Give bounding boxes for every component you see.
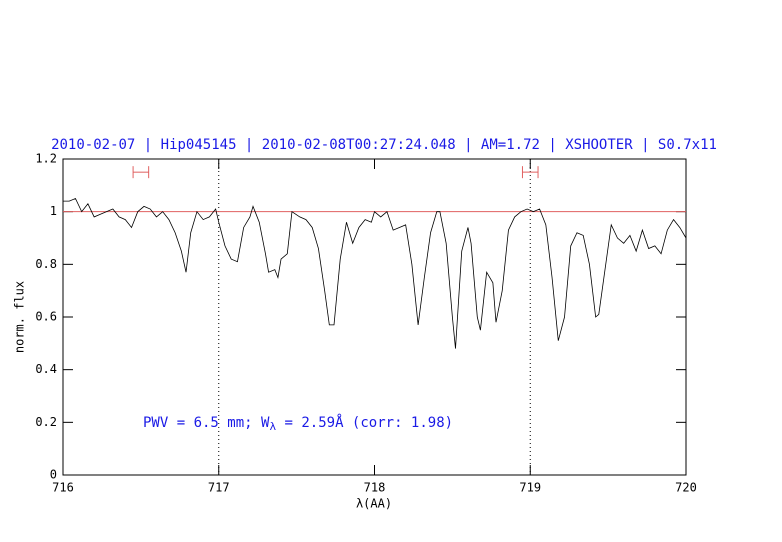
annotation-rest: = 2.59Å (corr: 1.98) xyxy=(276,414,453,431)
annotation-subscript: λ xyxy=(269,420,276,433)
chart-title: 2010-02-07 | Hip045145 | 2010-02-08T00:2… xyxy=(51,137,717,153)
annotation: PWV = 6.5 mm; Wλ = 2.59Å (corr: 1.98) xyxy=(143,414,453,433)
x-tick-label: 717 xyxy=(208,481,230,495)
x-tick-label: 716 xyxy=(52,481,74,495)
y-tick-label: 0 xyxy=(50,468,57,482)
x-axis-label: λ(AA) xyxy=(356,497,392,511)
y-axis-label: norm. flux xyxy=(13,281,27,353)
y-tick-label: 0.2 xyxy=(35,415,57,429)
spectrum-line xyxy=(63,197,687,349)
x-tick-label: 719 xyxy=(519,481,541,495)
x-tick-label: 720 xyxy=(675,481,697,495)
y-tick-label: 1.2 xyxy=(35,152,57,166)
y-tick-label: 0.6 xyxy=(35,310,57,324)
y-tick-label: 0.4 xyxy=(35,362,57,376)
annotation-text: PWV = 6.5 mm; W xyxy=(143,415,270,431)
y-tick-label: 0.8 xyxy=(35,257,57,271)
x-tick-label: 718 xyxy=(364,481,386,495)
y-tick-label: 1 xyxy=(50,204,57,218)
